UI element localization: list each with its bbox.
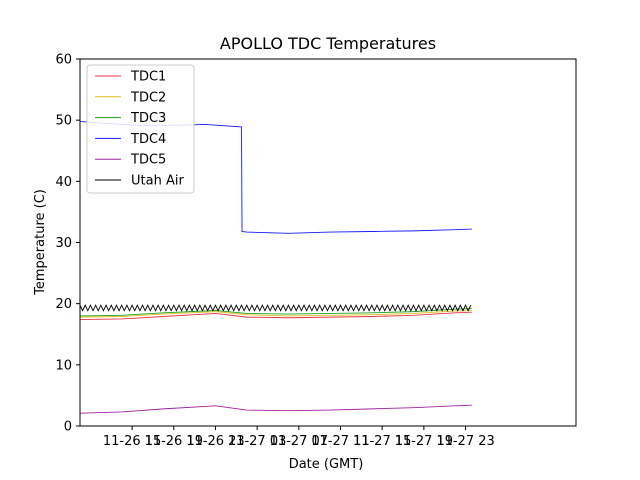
x-axis-label: Date (GMT) [289,457,364,472]
legend-label: TDC4 [130,132,166,147]
legend-label: TDC3 [130,111,166,126]
y-tick-label: 50 [55,114,72,129]
y-tick-label: 60 [55,53,72,68]
series-line-tdc2 [80,309,472,318]
legend: TDC1 TDC2 TDC3 TDC4 TDC5 Utah Air [86,64,195,194]
chart-title: APOLLO TDC Temperatures [220,34,436,53]
y-tick-label: 0 [64,420,72,435]
series-line-utah-air [80,304,472,312]
y-tick-label: 20 [55,297,72,312]
legend-label: Utah Air [131,174,184,189]
x-tick-label: 11-27 15 [353,434,411,449]
x-tick-label: 11-27 11 [311,434,369,449]
series-line-tdc1 [80,311,472,321]
y-tick-label: 40 [55,175,72,190]
y-tick-label: 30 [55,236,72,251]
series-line-tdc5 [80,404,472,414]
x-tick-label: 11-27 23 [436,434,494,449]
x-tick-label: 11-27 19 [395,434,453,449]
y-axis-label: Temperature (C) [33,189,48,296]
legend-label: TDC5 [130,153,166,168]
y-axis: 0 10 20 30 40 50 60 [55,53,80,435]
legend-label: TDC2 [130,90,166,105]
x-tick-label: 11-27 07 [270,434,328,449]
x-tick-label: 11-27 03 [228,434,286,449]
x-tick-label: 11-26 15 [103,434,161,449]
legend-label: TDC1 [130,70,166,85]
x-tick-label: 11-26 19 [145,434,203,449]
y-tick-label: 10 [55,358,72,373]
x-tick-label: 11-26 23 [186,434,244,449]
series-line-tdc3 [80,308,472,317]
